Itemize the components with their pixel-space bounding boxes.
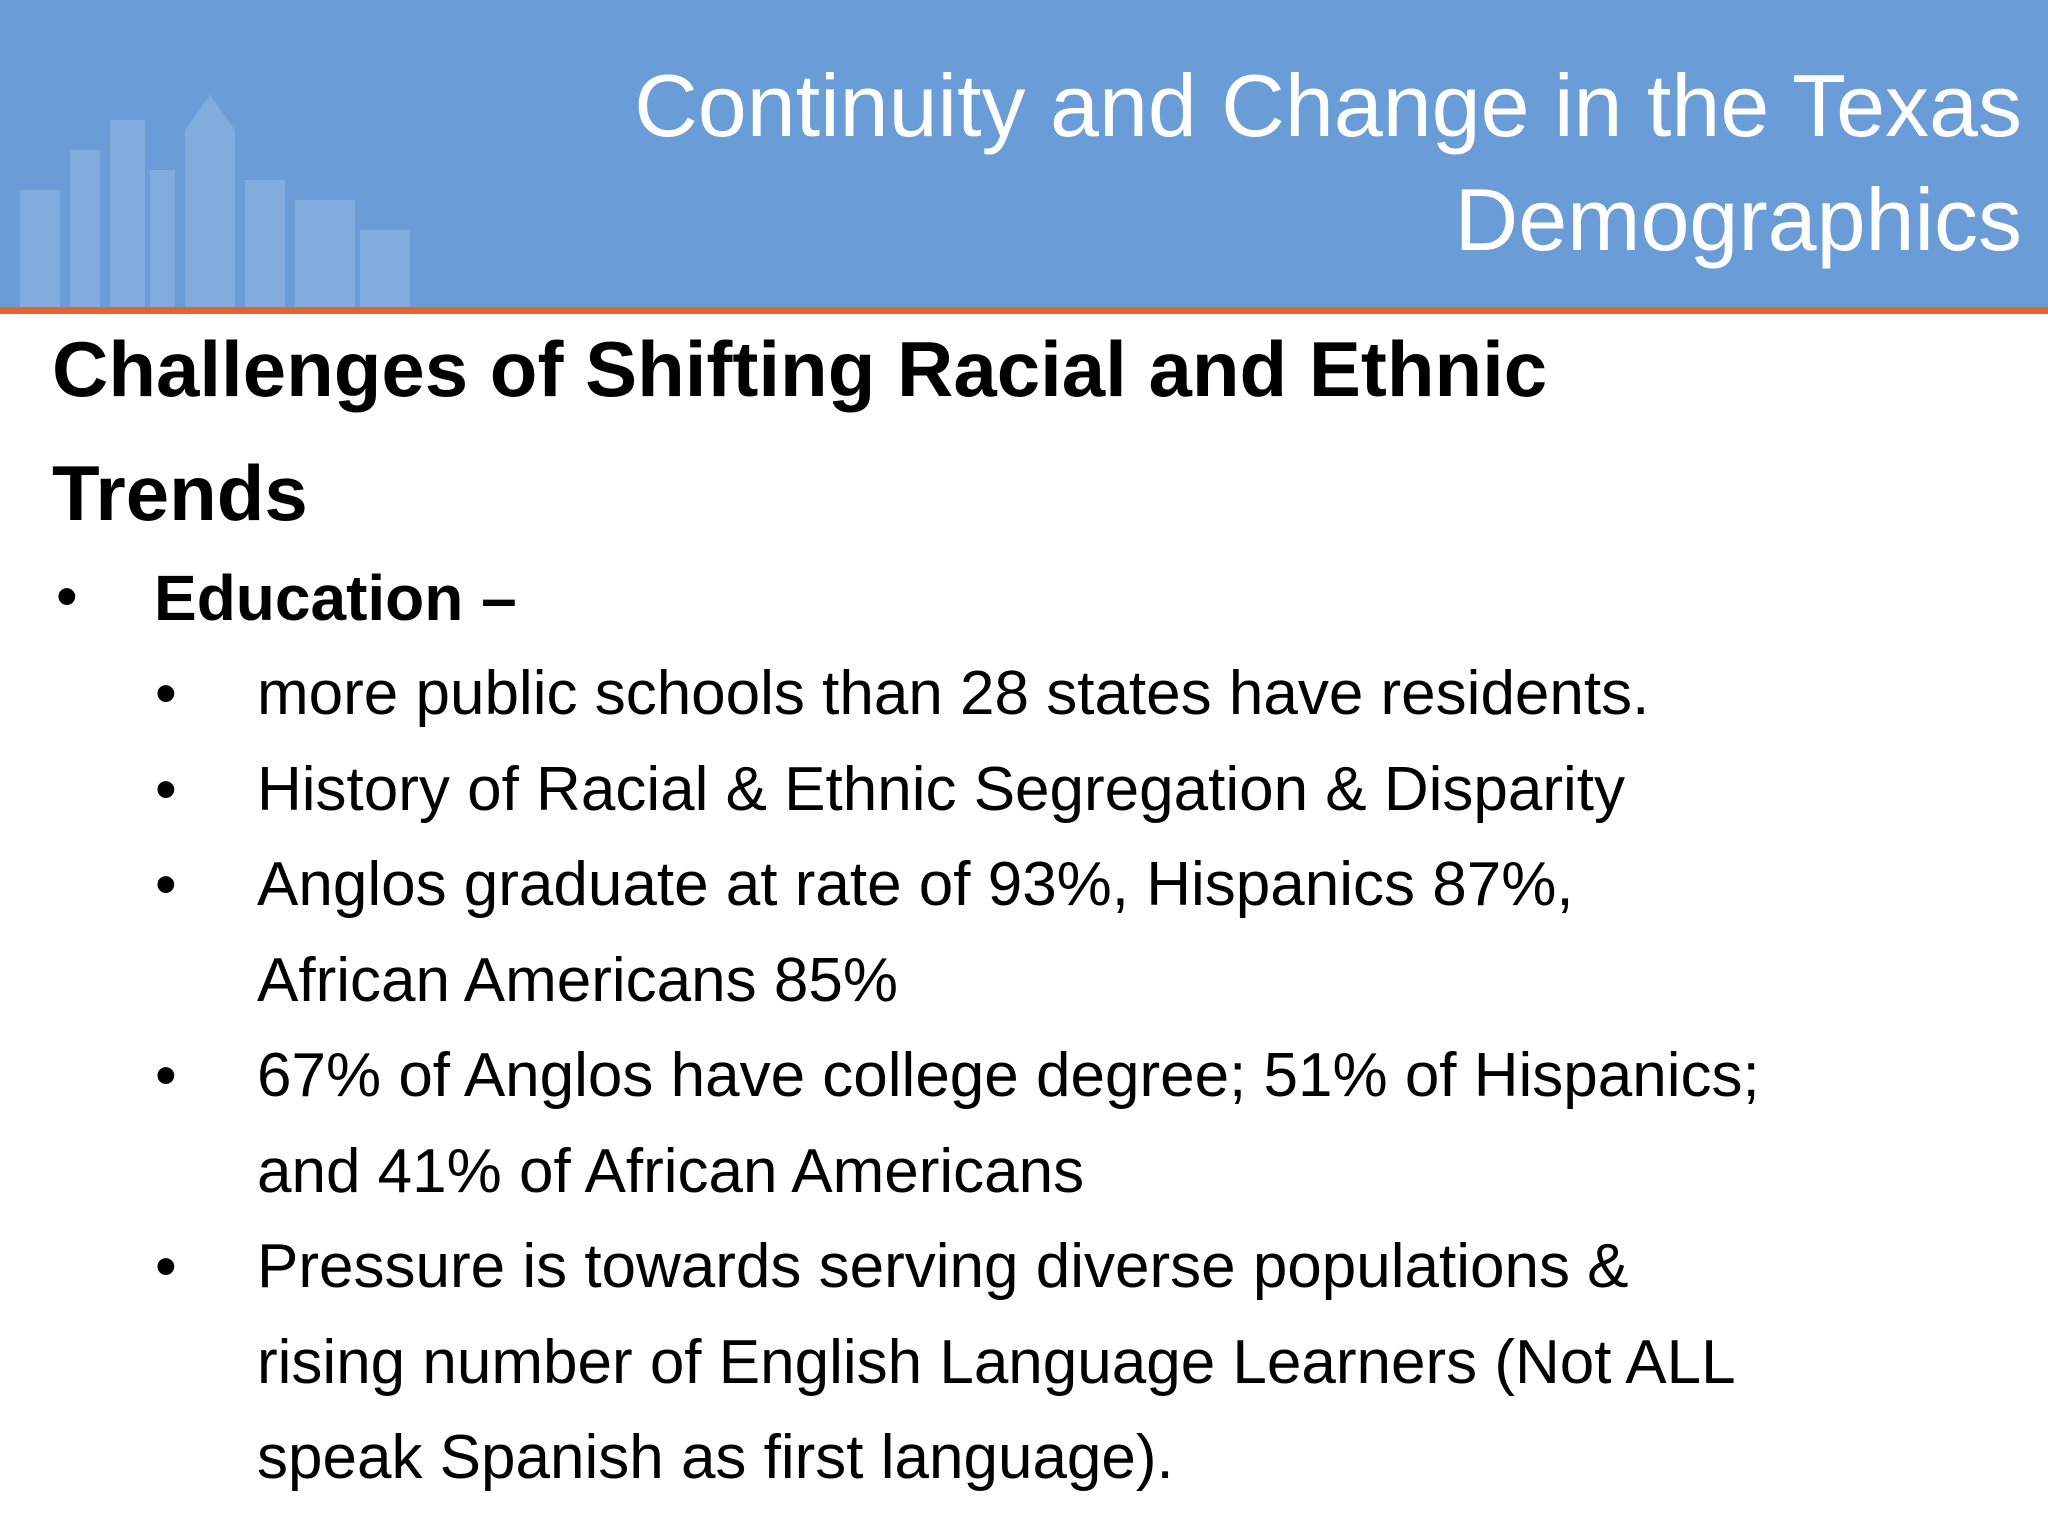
bullet-text: and 41% of African Americans — [257, 1136, 1085, 1206]
bullet-text: African Americans 85% — [257, 945, 898, 1015]
bullet-text: Pressure is towards serving diverse popu… — [257, 1232, 1629, 1301]
heading: Challenges of Shifting Racial and Ethnic — [52, 325, 1548, 413]
skyline — [20, 95, 410, 307]
accent-rule — [0, 307, 2048, 314]
slide-title: Continuity and Change in the Texas — [634, 56, 2022, 155]
heading: Trends — [52, 449, 308, 537]
bullet-dot: • — [155, 754, 177, 824]
bullet-dot: • — [155, 1041, 177, 1110]
bullet-text: speak Spanish as first language). — [257, 1423, 1174, 1492]
bullet-dot: • — [155, 850, 177, 919]
bullet-dot: • — [155, 659, 177, 728]
bullet-text: Anglos graduate at rate of 93%, Hispanic… — [257, 850, 1574, 919]
bullet-text: 67% of Anglos have college degree; 51% o… — [257, 1041, 1760, 1110]
bullet-text: more public schools than 28 states have … — [257, 659, 1650, 728]
bullet-text: rising number of English Language Learne… — [257, 1327, 1736, 1397]
bullet-dot: • — [56, 562, 78, 631]
bullet-dot: • — [155, 1232, 177, 1301]
bullet-text: History of Racial & Ethnic Segregation &… — [257, 754, 1626, 824]
bullet-label: Education – — [154, 562, 517, 634]
header-band — [0, 0, 2048, 307]
slide-title: Demographics — [1454, 170, 2022, 269]
